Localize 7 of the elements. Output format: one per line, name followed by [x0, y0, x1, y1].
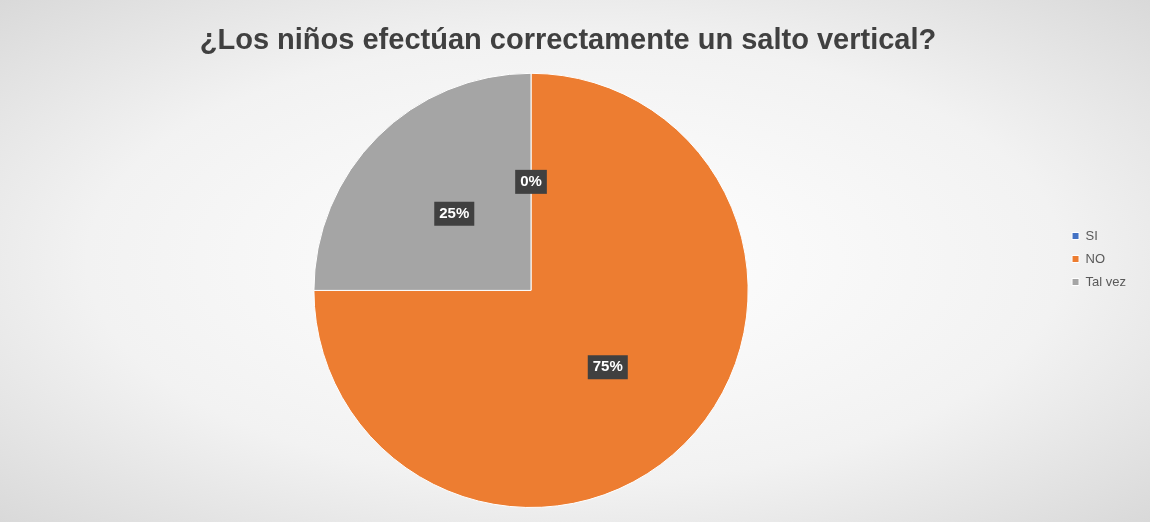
data-label: 25%	[439, 203, 470, 221]
legend-label: SI	[1085, 227, 1098, 243]
text: 0%	[520, 171, 542, 189]
chart-title: ¿Los niños efectúan correctamente un salto vertical?	[199, 23, 937, 56]
legend-label: Tal vez	[1085, 273, 1127, 289]
data-label: 75%	[592, 357, 623, 375]
legend-label: NO	[1085, 250, 1106, 266]
